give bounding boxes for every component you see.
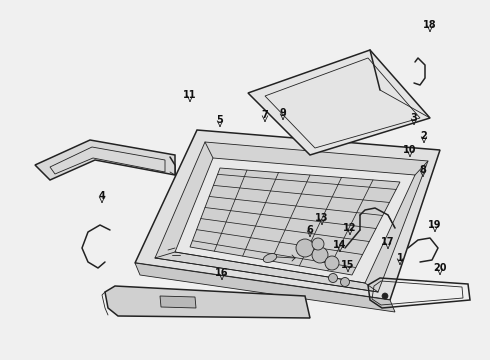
Text: 10: 10 bbox=[403, 145, 417, 155]
Circle shape bbox=[296, 239, 314, 257]
Text: 7: 7 bbox=[262, 110, 269, 120]
Text: 18: 18 bbox=[423, 20, 437, 30]
Text: 16: 16 bbox=[215, 268, 229, 278]
Text: 13: 13 bbox=[315, 213, 329, 223]
Circle shape bbox=[341, 278, 349, 287]
Text: 5: 5 bbox=[217, 115, 223, 125]
Polygon shape bbox=[135, 130, 440, 300]
Circle shape bbox=[312, 238, 324, 250]
Polygon shape bbox=[105, 286, 310, 318]
Circle shape bbox=[325, 256, 339, 270]
Text: 1: 1 bbox=[396, 253, 403, 263]
Text: 3: 3 bbox=[411, 113, 417, 123]
Text: 9: 9 bbox=[280, 108, 286, 118]
Polygon shape bbox=[35, 140, 175, 180]
Circle shape bbox=[312, 247, 328, 263]
Text: 15: 15 bbox=[341, 260, 355, 270]
Text: 6: 6 bbox=[307, 225, 314, 235]
Text: 17: 17 bbox=[381, 237, 395, 247]
Circle shape bbox=[328, 274, 338, 283]
Text: 4: 4 bbox=[98, 191, 105, 201]
Polygon shape bbox=[175, 158, 415, 283]
Ellipse shape bbox=[263, 253, 277, 262]
Text: 12: 12 bbox=[343, 223, 357, 233]
Text: 2: 2 bbox=[420, 131, 427, 141]
Polygon shape bbox=[160, 296, 196, 308]
Text: 19: 19 bbox=[428, 220, 442, 230]
Polygon shape bbox=[155, 142, 428, 292]
Text: 8: 8 bbox=[419, 165, 426, 175]
Text: 20: 20 bbox=[433, 263, 447, 273]
Polygon shape bbox=[190, 168, 400, 275]
Text: 14: 14 bbox=[333, 240, 347, 250]
Polygon shape bbox=[135, 263, 395, 312]
Circle shape bbox=[382, 293, 388, 299]
Text: 11: 11 bbox=[183, 90, 197, 100]
Polygon shape bbox=[248, 50, 430, 155]
